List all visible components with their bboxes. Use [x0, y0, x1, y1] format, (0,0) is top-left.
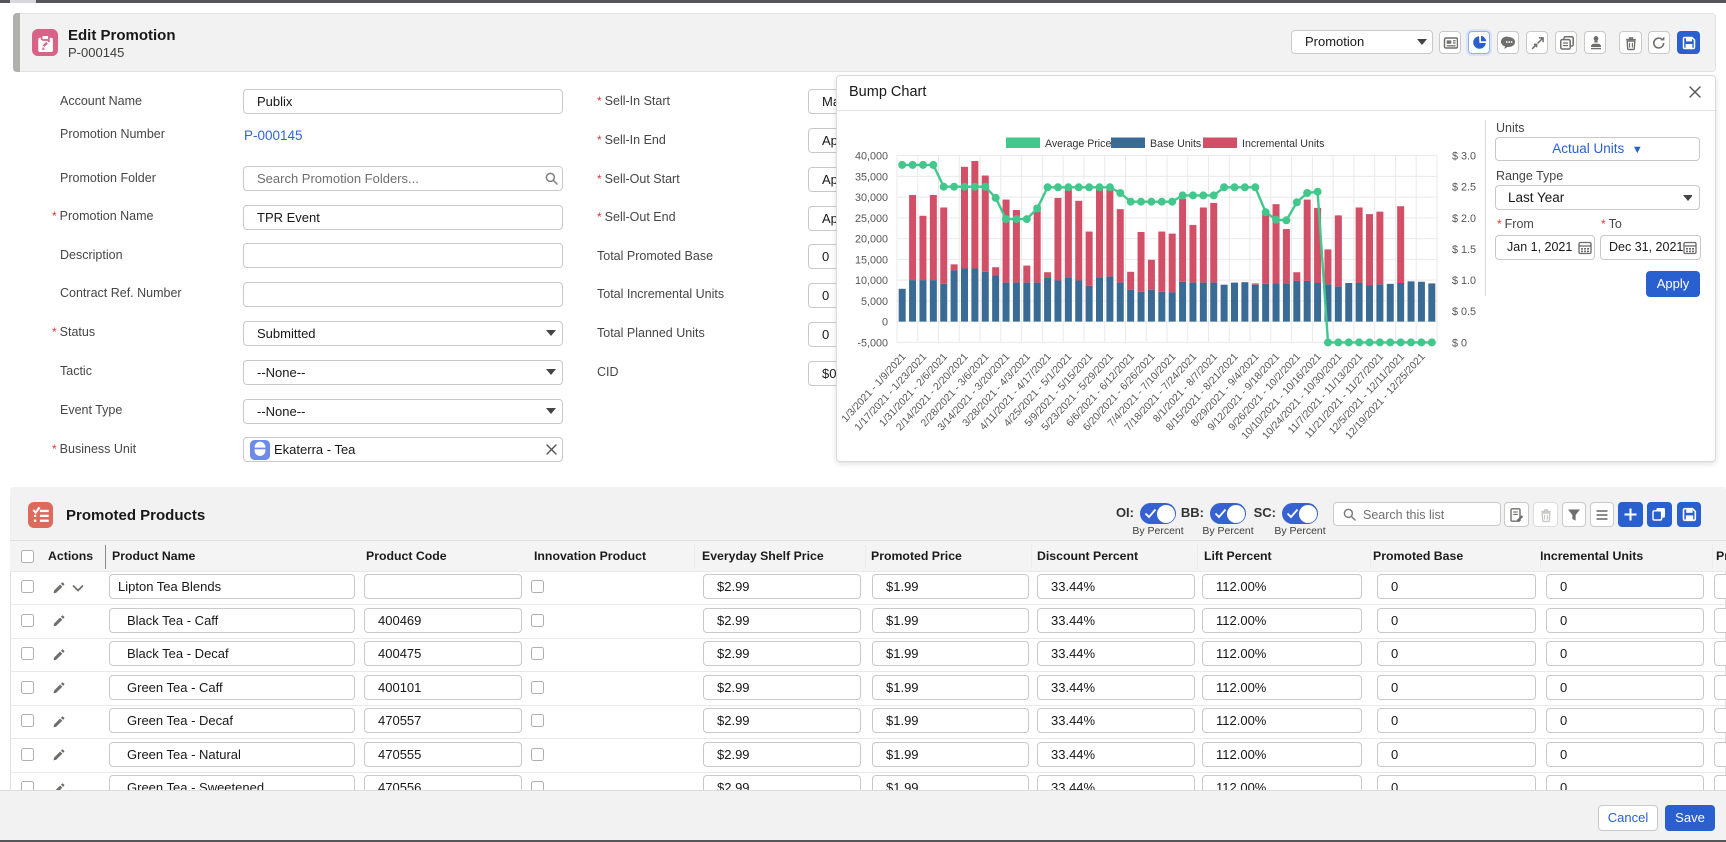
svg-text:Average Price: Average Price — [1045, 138, 1111, 150]
svg-text:35,000: 35,000 — [855, 171, 888, 183]
svg-text:$ 0.5: $ 0.5 — [1452, 306, 1476, 318]
svg-text:40,000: 40,000 — [855, 151, 888, 163]
svg-text:$ 2.5: $ 2.5 — [1452, 182, 1476, 194]
svg-text:$ 1.0: $ 1.0 — [1452, 275, 1476, 287]
svg-text:$ 2.0: $ 2.0 — [1452, 213, 1476, 225]
svg-text:$ 3.0: $ 3.0 — [1452, 151, 1476, 163]
svg-text:-5,000: -5,000 — [857, 337, 888, 349]
svg-text:20,000: 20,000 — [855, 234, 888, 246]
svg-text:Base Units: Base Units — [1150, 138, 1201, 150]
svg-text:$ 0: $ 0 — [1452, 337, 1467, 349]
svg-text:15,000: 15,000 — [855, 254, 888, 266]
svg-text:25,000: 25,000 — [855, 213, 888, 225]
svg-text:$ 1.5: $ 1.5 — [1452, 244, 1476, 256]
svg-text:Incremental Units: Incremental Units — [1242, 138, 1324, 150]
svg-text:30,000: 30,000 — [855, 192, 888, 204]
svg-text:0: 0 — [882, 317, 888, 329]
svg-text:10,000: 10,000 — [855, 275, 888, 287]
svg-text:5,000: 5,000 — [861, 296, 888, 308]
